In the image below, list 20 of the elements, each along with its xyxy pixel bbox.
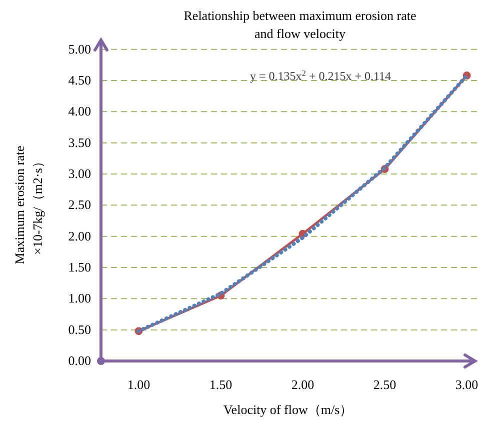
y-tick-label: 2.50 bbox=[68, 197, 91, 212]
x-tick-label: 2.00 bbox=[291, 377, 314, 392]
x-tick-label: 1.00 bbox=[127, 377, 150, 392]
y-axis-title: Maximum erosion rate ×10-7kg/（m2·s） bbox=[12, 146, 45, 264]
y-tick-label: 2.00 bbox=[68, 228, 91, 244]
y-tick-label: 5.00 bbox=[68, 41, 91, 56]
y-tick-label: 1.50 bbox=[68, 260, 91, 275]
x-tick-label: 1.50 bbox=[209, 377, 232, 392]
y-tick-label: 0.00 bbox=[68, 353, 91, 368]
x-axis-title: Velocity of flow（m/s） bbox=[223, 402, 353, 417]
y-tick-label: 4.00 bbox=[68, 104, 91, 119]
y-tick-label: 4.50 bbox=[68, 72, 91, 88]
annotation: y = 0.135x$^{2}$ + 0.215x + 0.114 bbox=[250, 68, 392, 83]
chart-title: Relationship between maximum erosion rate and flow velocity bbox=[184, 8, 416, 41]
y-tick-label: 1.00 bbox=[68, 290, 91, 306]
x-tick-label: 2.50 bbox=[373, 377, 396, 392]
y-tick-label: 3.00 bbox=[68, 166, 91, 182]
y-tick-label: 0.50 bbox=[68, 322, 91, 337]
x-tick-label: 3.00 bbox=[455, 377, 478, 392]
y-tick-label: 3.50 bbox=[68, 134, 91, 150]
